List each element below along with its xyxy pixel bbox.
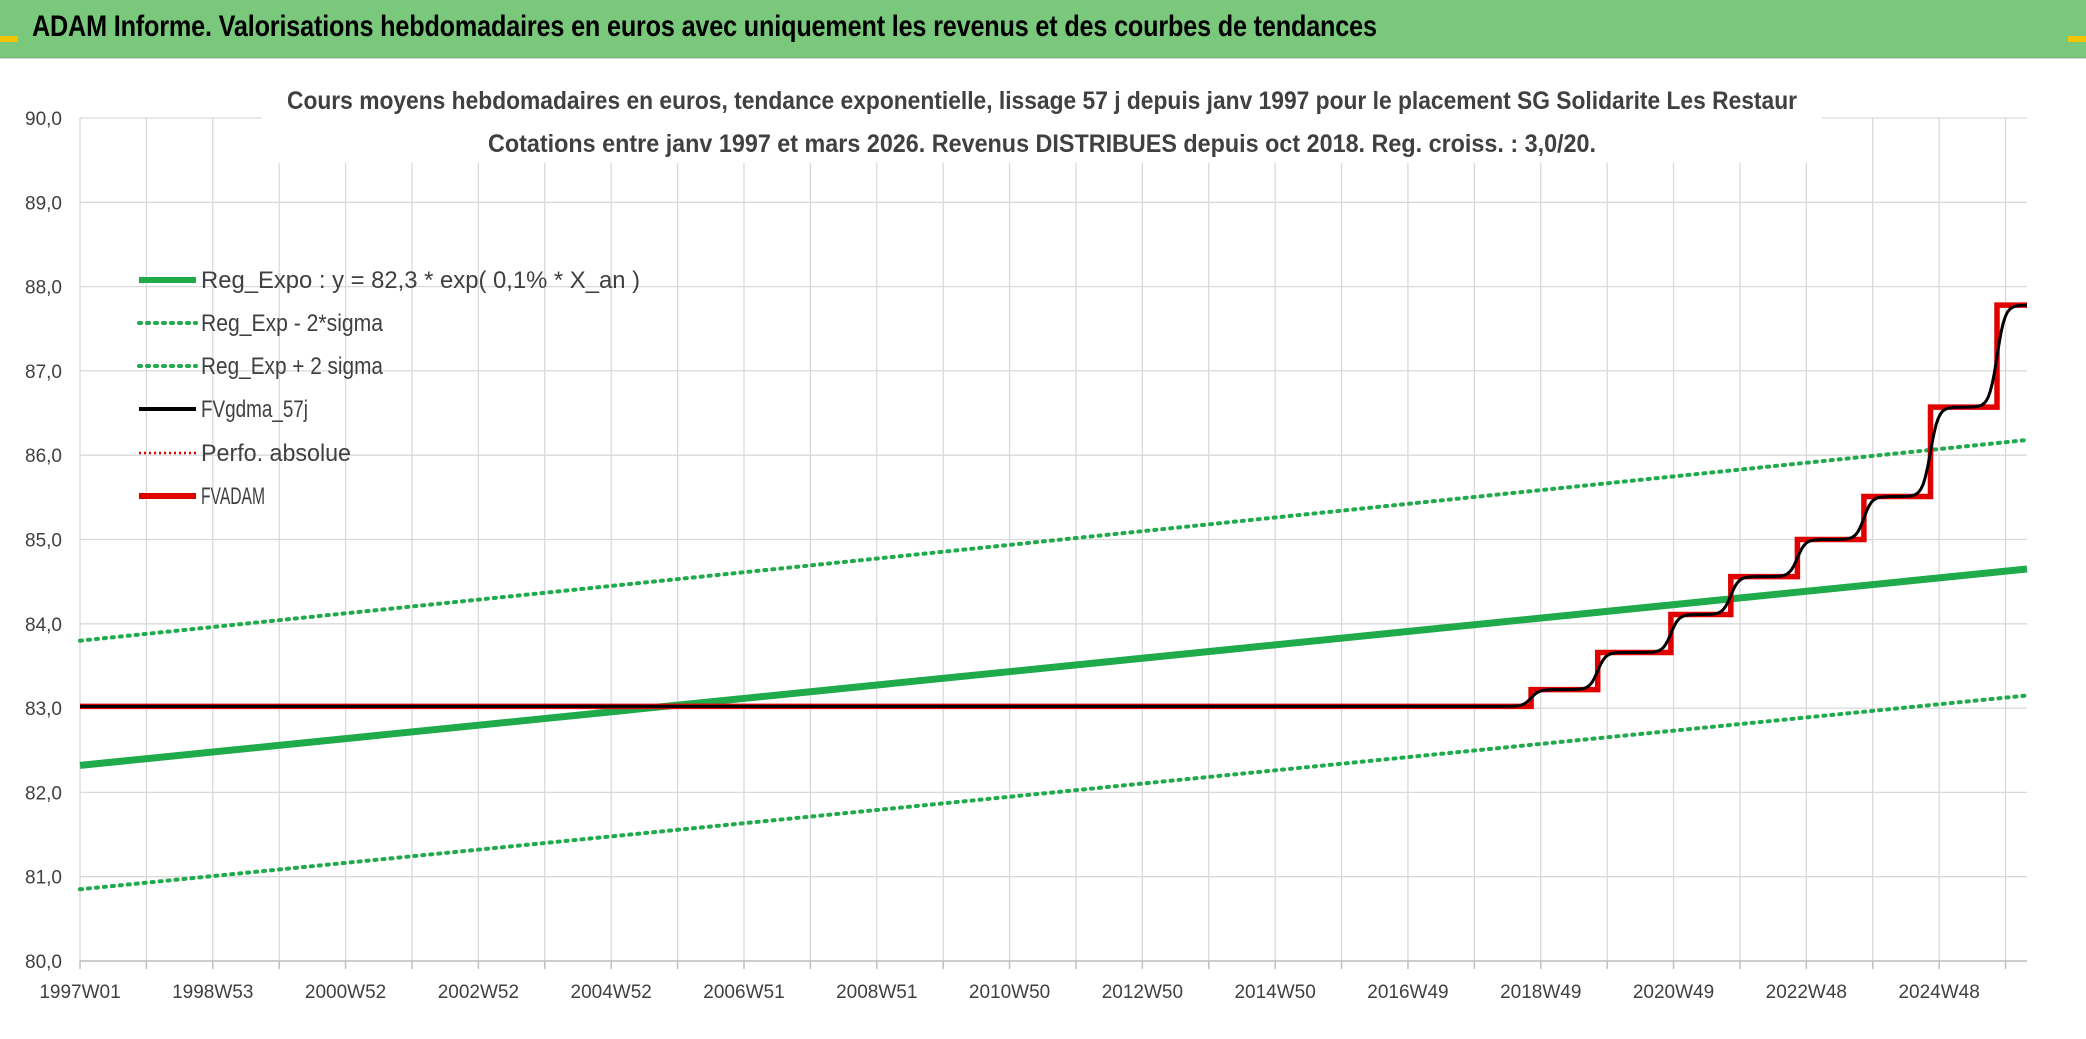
x-tick-label: 2000W52: [305, 982, 386, 1003]
x-tick-label: 2012W50: [1102, 982, 1183, 1003]
corner-mark-right: [2068, 36, 2086, 42]
x-tick-label: 1998W53: [172, 982, 253, 1003]
corner-mark-left: [0, 36, 18, 42]
x-tick-label: 2010W50: [969, 982, 1050, 1003]
y-tick-label: 87,0: [25, 362, 62, 383]
chart-area: 80,0 81,0 82,0 83,0 84,0 85,0 86,0 87,0 88,0 89,0…: [0, 58, 2086, 1039]
y-tick-label: 85,0: [25, 531, 62, 552]
chart-subtitle: Cotations entre janv 1997 et mars 2026. …: [488, 130, 1596, 158]
y-tick-label: 83,0: [25, 699, 62, 720]
legend-label: Reg_Exp - 2*sigma: [201, 310, 384, 337]
x-tick-label: 2006W51: [703, 982, 784, 1003]
x-tick-label: 2004W52: [571, 982, 652, 1003]
page-title: ADAM Informe. Valorisations hebdomadaire…: [32, 10, 1377, 43]
x-tick-label: 2016W49: [1367, 982, 1448, 1003]
y-tick-label: 80,0: [25, 952, 62, 973]
x-tick-label: 2020W49: [1633, 982, 1714, 1003]
y-tick-label: 82,0: [25, 783, 62, 804]
header-bar: ADAM Informe. Valorisations hebdomadaire…: [0, 0, 2086, 58]
legend-label: Perfo. absolue: [201, 440, 351, 467]
chart-svg: 80,0 81,0 82,0 83,0 84,0 85,0 86,0 87,0 88,0 89,0…: [25, 63, 2029, 1003]
x-tick-label: 2018W49: [1500, 982, 1581, 1003]
series-reg-exp-minus-2sigma: [78, 693, 2029, 892]
legend-label: FVgdma_57j: [201, 396, 308, 423]
x-tick-label: 2014W50: [1234, 982, 1315, 1003]
series-fvgdma-57j: [80, 303, 2027, 708]
chart-title: Cours moyens hebdomadaires en euros, ten…: [287, 87, 1797, 115]
series-reg-exp-plus-2sigma: [78, 438, 2029, 643]
y-tick-label: 88,0: [25, 278, 62, 299]
legend-label: FVADAM: [201, 483, 265, 510]
y-tick-label: 89,0: [25, 193, 62, 214]
x-tick-label: 2024W48: [1898, 982, 1979, 1003]
y-tick-label: 86,0: [25, 446, 62, 467]
y-tick-label: 81,0: [25, 868, 62, 889]
x-tick-label: 2022W48: [1766, 982, 1847, 1003]
x-tick-label: 2008W51: [836, 982, 917, 1003]
x-tick-label: 1997W01: [39, 982, 120, 1003]
legend-label: Reg_Expo : y = 82,3 * exp( 0,1% * X_an ): [201, 267, 640, 294]
title-background: [262, 63, 1822, 163]
y-tick-label: 90,0: [25, 109, 62, 130]
series-reg-expo: [79, 565, 2028, 769]
legend-label: Reg_Exp + 2 sigma: [201, 353, 384, 380]
x-tick-label: 2002W52: [438, 982, 519, 1003]
y-tick-label: 84,0: [25, 615, 62, 636]
